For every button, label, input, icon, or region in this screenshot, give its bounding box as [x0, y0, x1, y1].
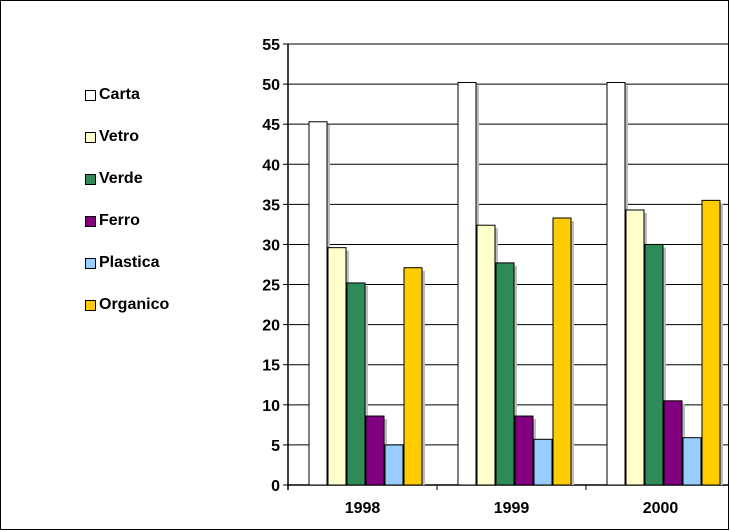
- x-tick-label-1998: 1998: [345, 500, 381, 517]
- y-tick-label-30: 30: [262, 237, 280, 254]
- bar-ferro-1998: [365, 415, 385, 486]
- y-tick-label-20: 20: [262, 318, 280, 335]
- y-tick-label-25: 25: [262, 278, 280, 295]
- y-tick-label-40: 40: [262, 157, 280, 174]
- legend-label-ferro: Ferro: [99, 212, 140, 229]
- y-tick-label-0: 0: [271, 478, 280, 495]
- y-tick-label-5: 5: [271, 438, 280, 455]
- y-tick-label-45: 45: [262, 117, 280, 134]
- bar-vetro-1999: [476, 224, 496, 486]
- bar-carta-1998: [308, 121, 328, 486]
- bar-organico-2000: [701, 199, 721, 486]
- legend-swatch-plastica: [85, 257, 96, 269]
- legend-item-ferro: Ferro: [85, 211, 140, 231]
- legend-label-vetro: Vetro: [99, 128, 140, 145]
- bar-verde-1999: [495, 262, 515, 486]
- x-tick-label-1999: 1999: [494, 500, 530, 517]
- legend-label-verde: Verde: [99, 170, 143, 187]
- legend-swatch-ferro: [85, 215, 96, 227]
- y-tick-label-55: 55: [262, 37, 280, 54]
- y-tick-label-15: 15: [262, 358, 280, 375]
- legend-swatch-carta: [85, 89, 96, 101]
- bar-ferro-2000: [663, 400, 683, 486]
- bar-organico-1998: [403, 267, 423, 486]
- legend-label-carta: Carta: [99, 86, 140, 103]
- bar-organico-1999: [552, 217, 572, 486]
- bar-vetro-1998: [327, 247, 347, 486]
- bar-plastica-1998: [384, 444, 404, 486]
- legend-label-plastica: Plastica: [99, 254, 160, 271]
- bar-plastica-1999: [533, 438, 553, 486]
- bar-carta-2000: [606, 81, 626, 486]
- legend-item-verde: Verde: [85, 169, 143, 189]
- legend-item-vetro: Vetro: [85, 127, 139, 147]
- y-tick-label-50: 50: [262, 77, 280, 94]
- legend-item-organico: Organico: [85, 295, 169, 315]
- bar-carta-1999: [457, 81, 477, 486]
- legend-item-carta: Carta: [85, 85, 140, 105]
- bar-vetro-2000: [625, 209, 645, 486]
- bar-plastica-2000: [682, 437, 702, 486]
- legend-label-organico: Organico: [99, 296, 170, 313]
- legend-item-plastica: Plastica: [85, 253, 159, 273]
- x-tick-label-2000: 2000: [643, 500, 679, 517]
- y-tick-label-10: 10: [262, 398, 280, 415]
- y-tick-label-35: 35: [262, 197, 280, 214]
- bar-ferro-1999: [514, 415, 534, 486]
- legend-swatch-verde: [85, 173, 96, 185]
- legend-swatch-vetro: [85, 131, 96, 143]
- bar-verde-1998: [346, 282, 366, 486]
- legend-swatch-organico: [85, 299, 96, 311]
- bar-verde-2000: [644, 243, 664, 486]
